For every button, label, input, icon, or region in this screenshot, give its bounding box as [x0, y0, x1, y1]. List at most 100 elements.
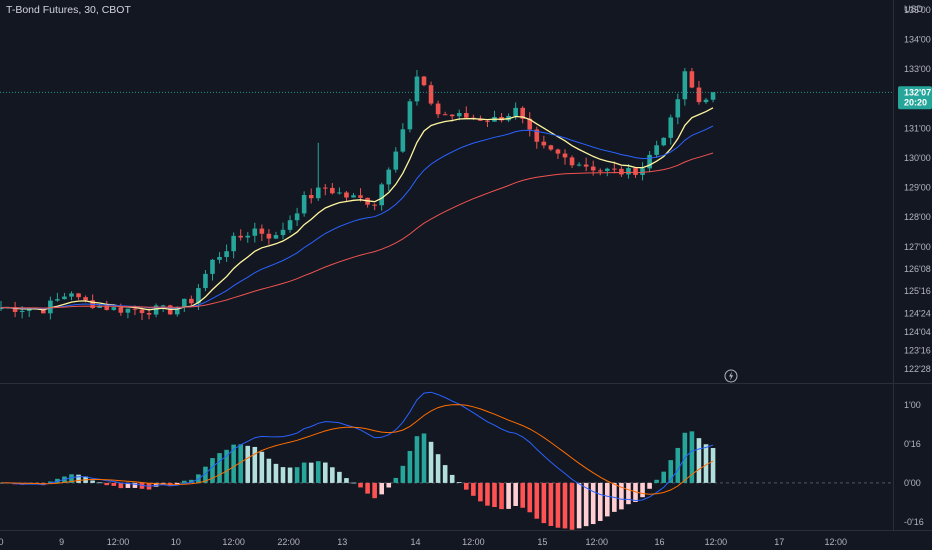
histogram-bar [569, 482, 575, 530]
macd-lines [0, 391, 714, 502]
candle [400, 123, 406, 153]
price-tick-label: 127'00 [904, 242, 931, 252]
candle [280, 222, 286, 240]
histogram-bar [675, 447, 681, 483]
candle [555, 148, 561, 159]
histogram-bar [456, 482, 462, 483]
histogram-bar [513, 482, 518, 506]
histogram-bar [386, 482, 392, 488]
histogram-bar [541, 482, 547, 524]
candle [12, 301, 18, 318]
time-axis[interactable]: 0 9 12:00 10 12:00 22:00 13 14 12:00 15 12:00 16 12:… [0, 530, 932, 548]
histogram-bar [597, 482, 603, 521]
macd-histogram [0, 431, 716, 530]
histogram-bar [217, 453, 222, 483]
histogram-bar [647, 482, 652, 489]
candle [682, 67, 688, 106]
candle [182, 298, 187, 313]
candle [217, 252, 222, 264]
histogram-bar [499, 482, 504, 510]
price-tick-label: 124'24 [904, 308, 931, 318]
price-tick-label: 134'00 [904, 35, 931, 45]
histogram-bar [393, 477, 399, 483]
candle [485, 119, 490, 128]
candle [386, 167, 392, 192]
candle [153, 303, 159, 318]
histogram-bar [464, 482, 469, 490]
histogram-bar [174, 482, 180, 485]
candle [55, 292, 60, 302]
candle [520, 106, 525, 124]
candle [238, 229, 243, 241]
price-pane[interactable] [0, 67, 893, 320]
histogram-bar [372, 482, 377, 499]
histogram-bar [414, 436, 420, 483]
time-tick-label: 17 [774, 537, 784, 547]
histogram-bar [104, 482, 110, 486]
histogram-bar [654, 479, 659, 483]
histogram-bar [189, 479, 194, 483]
candle [210, 258, 215, 281]
time-tick-label: 12:00 [222, 537, 245, 547]
candle [189, 295, 194, 307]
histogram-bar [442, 465, 448, 483]
candle [689, 67, 695, 89]
histogram-bar [90, 480, 95, 483]
histogram-bar [703, 444, 709, 483]
macd-tick-label: 0'16 [904, 439, 921, 449]
candle [541, 135, 547, 149]
histogram-bar [661, 471, 666, 483]
candle [576, 162, 582, 167]
candle [379, 182, 384, 211]
candle [661, 137, 666, 147]
candle [337, 187, 342, 195]
candle [534, 126, 540, 149]
candle [372, 203, 377, 211]
macd-tick-label: 0'00 [904, 478, 921, 488]
candle [104, 300, 110, 311]
histogram-bar [315, 461, 321, 483]
histogram-bar [435, 454, 441, 483]
histogram-bar [626, 482, 631, 505]
histogram-bar [287, 467, 293, 483]
macd-pane[interactable] [0, 391, 893, 530]
histogram-bar [548, 482, 554, 526]
macd-tick-label: 1'00 [904, 400, 921, 410]
candle [654, 140, 659, 158]
histogram-bar [301, 462, 307, 483]
candle [696, 80, 702, 105]
macd-series-line [1, 404, 714, 495]
price-tick-label: 125'16 [904, 286, 931, 296]
histogram-bar [590, 482, 596, 525]
candle [605, 167, 610, 177]
histogram-bar [520, 482, 525, 508]
price-tick-label: 126'08 [904, 264, 931, 274]
candle [548, 144, 554, 152]
candle [0, 300, 4, 312]
candle [612, 161, 617, 174]
time-tick-label: 15 [537, 537, 547, 547]
time-tick-label: 12:00 [585, 537, 608, 547]
moving-average-line [0, 125, 714, 310]
histogram-bar [182, 480, 187, 483]
candle [224, 244, 229, 262]
histogram-bar [562, 482, 568, 529]
histogram-bar [97, 482, 102, 484]
candle [330, 183, 335, 195]
lightning-icon[interactable] [724, 369, 738, 383]
histogram-bar [308, 462, 314, 483]
candle [308, 188, 314, 204]
candle [294, 207, 300, 227]
price-tick-label: 122'28 [904, 364, 931, 374]
candle [583, 157, 589, 172]
candle [323, 184, 328, 196]
candle [139, 307, 145, 320]
histogram-bar [583, 482, 589, 527]
price-axis[interactable]: USD 135'00134'00133'00132'00131'00130'00… [893, 0, 932, 530]
candle [710, 91, 716, 103]
price-tick-label: 133'00 [904, 64, 931, 74]
candle [562, 149, 568, 165]
histogram-bar [125, 482, 131, 488]
